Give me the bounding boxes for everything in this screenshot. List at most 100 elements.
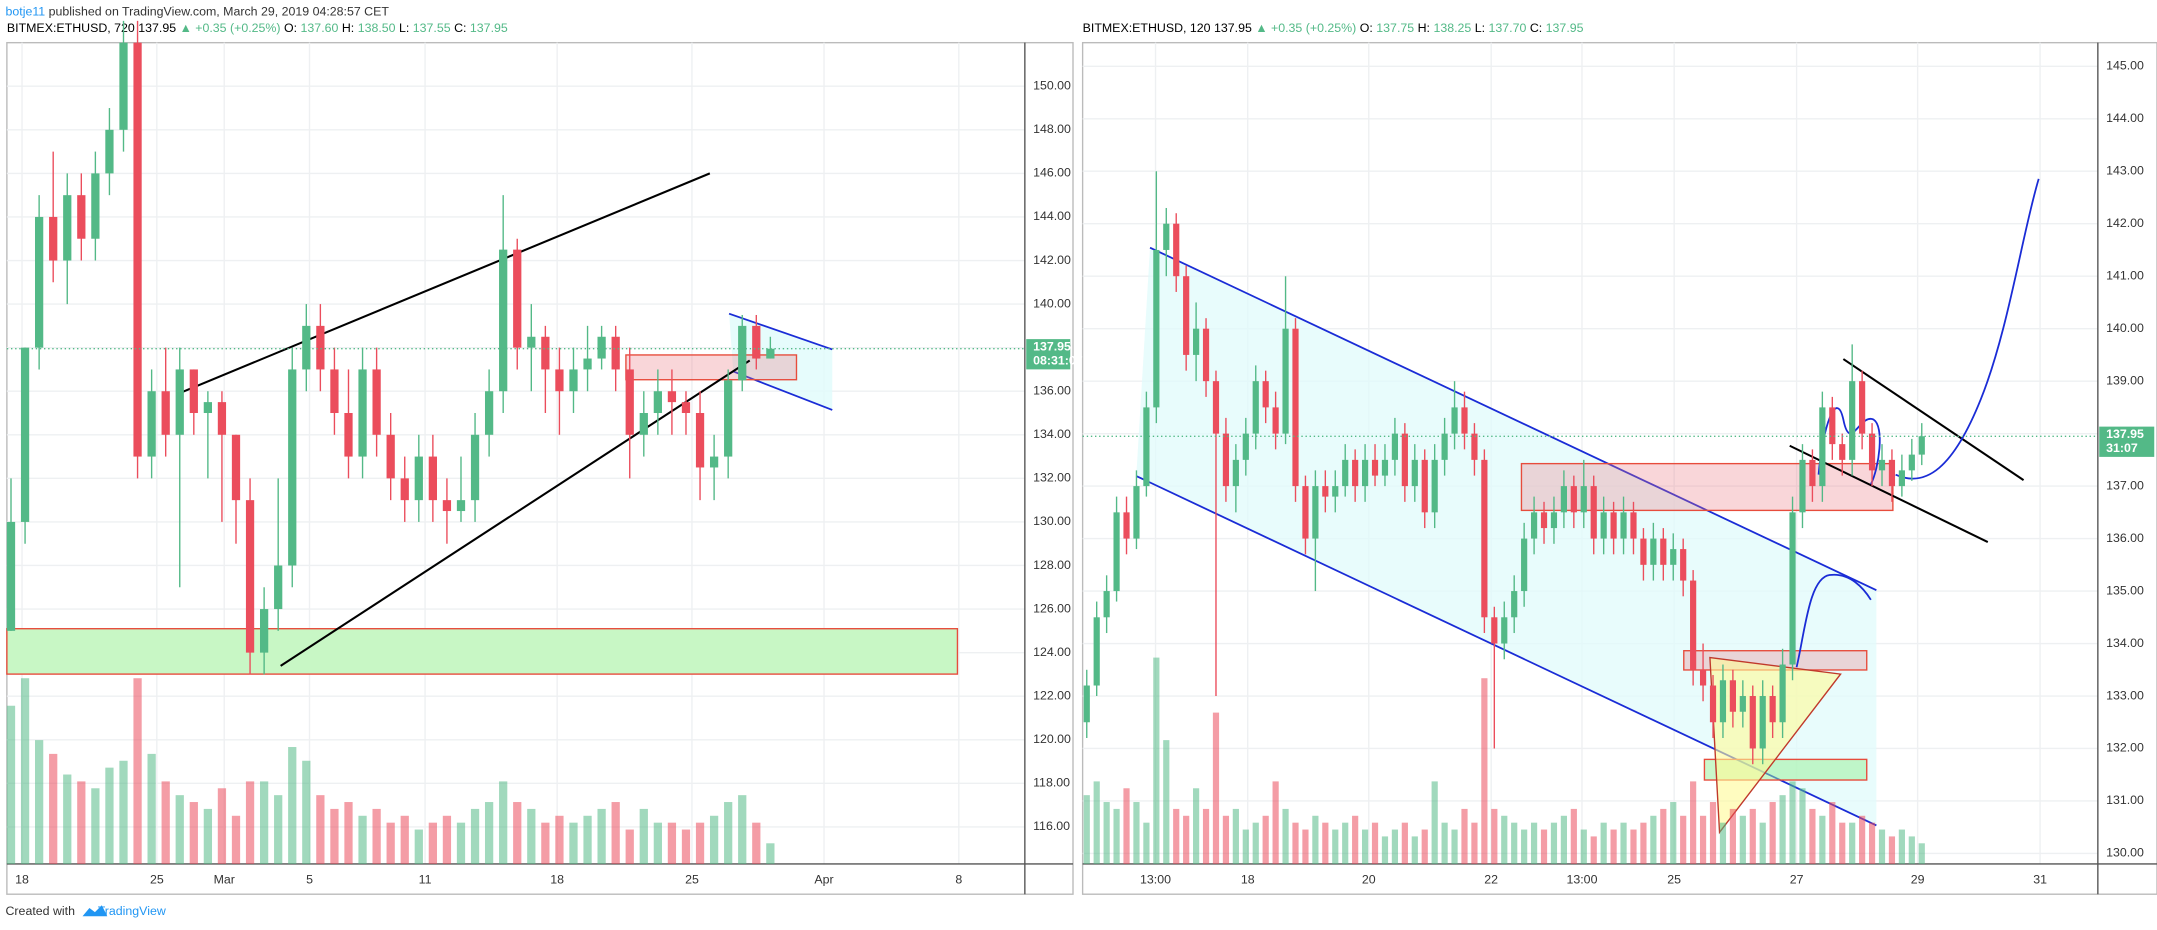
volume-bar — [1381, 836, 1389, 864]
volume-bar — [6, 705, 16, 864]
candle-body — [386, 434, 395, 479]
x-tick-label: 8 — [955, 873, 962, 887]
volume-bar — [1183, 815, 1190, 864]
y-tick-label: 116.00 — [1033, 819, 1070, 833]
candle-body — [414, 456, 423, 501]
candle-body — [569, 369, 578, 392]
candle-body — [1511, 591, 1518, 618]
candle-body — [35, 216, 44, 348]
volume-bar — [1660, 808, 1667, 864]
volume-bar — [639, 808, 648, 864]
candle-body — [1491, 617, 1498, 644]
ohlc-value: 138.25 — [1433, 21, 1471, 35]
candle-body — [358, 369, 367, 457]
x-tick-label: 18 — [1241, 873, 1255, 887]
candle-body — [1789, 512, 1796, 665]
flag-line — [728, 312, 833, 351]
volume-bar — [1272, 781, 1279, 864]
volume-bar — [1431, 781, 1438, 864]
volume-bar — [1421, 829, 1428, 864]
chart-title: BITMEX:ETHUSD, 120 137.95 ▲ +0.35 (+0.25… — [1083, 21, 1584, 35]
volume-bar — [499, 781, 508, 864]
candle-body — [20, 347, 30, 522]
y-tick-label: 136.00 — [1033, 383, 1071, 397]
volume-bar — [1878, 829, 1886, 864]
volume-bar — [1401, 822, 1408, 864]
candle-body — [1620, 512, 1627, 539]
volume-bar — [1829, 802, 1836, 864]
candle-body — [597, 336, 606, 359]
ohlc-key: L: — [399, 21, 409, 35]
volume-bar — [456, 822, 466, 864]
candle-body — [1859, 381, 1866, 434]
volume-bar — [316, 795, 325, 864]
y-tick-label: 124.00 — [1033, 645, 1071, 659]
candle-body — [1580, 486, 1587, 513]
volume-bar — [1471, 822, 1478, 864]
candle-body — [1799, 459, 1806, 513]
countdown: 31:07 — [2106, 441, 2138, 455]
candle-body — [639, 413, 648, 435]
footer-text: Created with — [6, 904, 76, 918]
last-price: 137.95 — [1214, 21, 1252, 35]
candle-body — [330, 369, 339, 414]
candle-body — [1322, 486, 1329, 497]
candle-body — [400, 478, 409, 501]
candle-body — [1282, 328, 1289, 434]
candle-body — [1699, 669, 1707, 686]
volume-bar — [611, 802, 620, 864]
volume-bar — [1501, 815, 1508, 864]
volume-bar — [555, 815, 564, 864]
header: botje11 published on TradingView.com, Ma… — [6, 5, 390, 19]
volume-bar — [484, 802, 494, 864]
projection — [1895, 178, 2040, 480]
volume-bar — [1481, 678, 1488, 864]
y-tick-label: 142.00 — [2106, 216, 2144, 230]
candle-body — [1670, 549, 1677, 565]
y-tick-label: 132.00 — [1033, 471, 1071, 485]
volume-bar — [245, 781, 255, 864]
candle-body — [1888, 459, 1896, 487]
y-tick-label: 150.00 — [1033, 79, 1071, 93]
ohlc-value: 137.70 — [1489, 21, 1527, 35]
candle-body — [527, 336, 536, 348]
volume-bar — [1441, 822, 1448, 864]
candle-body — [302, 325, 311, 370]
candle-body — [1381, 459, 1389, 476]
volume-bar — [1868, 822, 1876, 864]
candle-body — [316, 325, 325, 370]
volume-bar — [147, 753, 156, 864]
candle-body — [499, 249, 508, 392]
channel-line — [1149, 246, 1877, 591]
ohlc-key: H: — [1418, 21, 1430, 35]
volume-bar — [1530, 822, 1538, 864]
candle-body — [1878, 459, 1886, 471]
volume-bar — [1461, 808, 1468, 864]
volume-bar — [1193, 788, 1200, 864]
volume-bar — [1630, 829, 1637, 864]
volume-bar — [63, 774, 72, 864]
volume-bar — [1093, 781, 1100, 864]
x-tick-label: 31 — [2033, 873, 2047, 887]
candle-body — [119, 42, 128, 130]
volume-bar — [1292, 822, 1299, 864]
candle-body — [217, 402, 227, 435]
x-tick-label: 20 — [1362, 873, 1376, 887]
volume-bar — [1799, 788, 1806, 864]
brand[interactable]: TradingView — [98, 904, 166, 918]
candle-body — [1421, 459, 1428, 513]
candle-body — [442, 500, 452, 512]
candle-body — [1361, 459, 1369, 487]
projection — [1795, 573, 1872, 668]
volume-bar — [1729, 808, 1736, 864]
volume-bar — [625, 829, 634, 864]
last-price: 137.95 — [138, 21, 176, 35]
candle-body — [372, 369, 381, 435]
candle-body — [1749, 696, 1756, 749]
ohlc-value: 137.95 — [1546, 21, 1584, 35]
volume-bar — [1600, 822, 1607, 864]
author[interactable]: botje11 — [6, 5, 46, 19]
volume-bar — [1849, 822, 1856, 864]
resistance-zone — [1520, 462, 1894, 512]
